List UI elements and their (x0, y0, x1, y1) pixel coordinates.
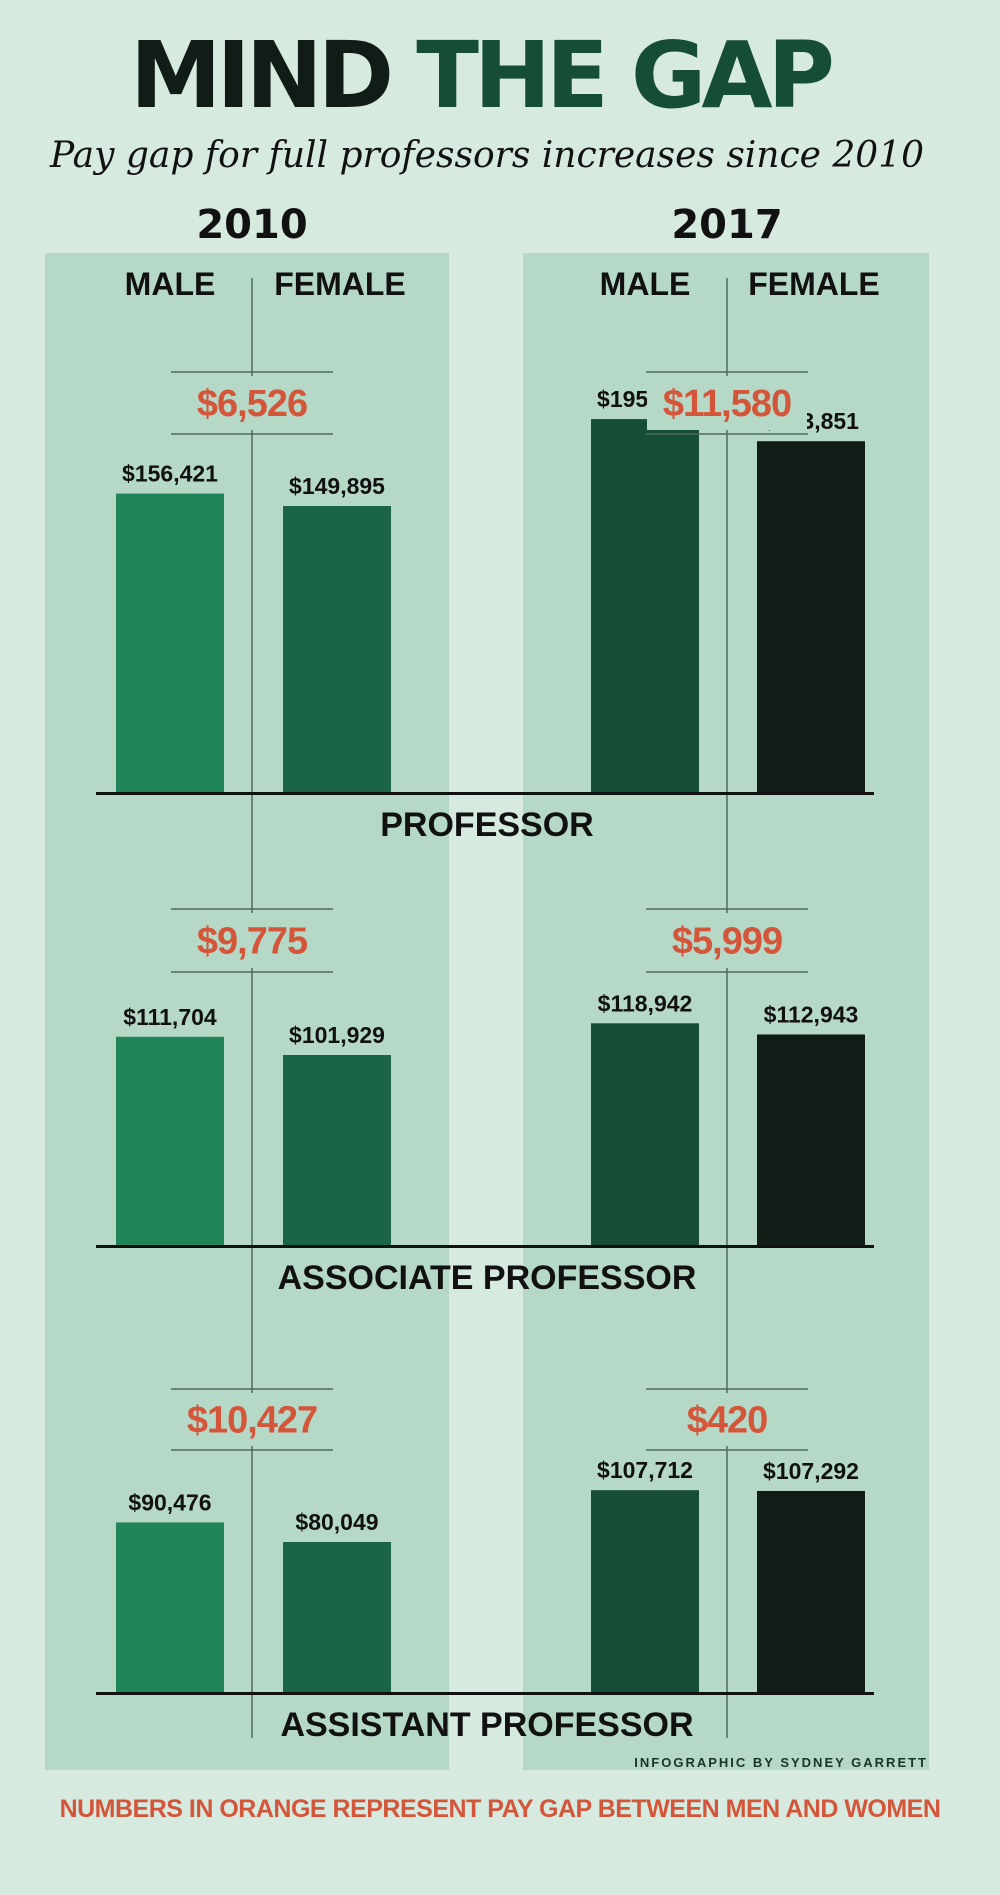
column-header-male: MALE (600, 266, 691, 302)
value-label-male-2010: $111,704 (123, 1004, 217, 1030)
value-label-female-2017: $107,292 (763, 1458, 859, 1484)
value-label-male-2010: $90,476 (128, 1489, 211, 1515)
chart-subtitle: Pay gap for full professors increases si… (50, 135, 925, 176)
gap-backdrop (172, 376, 332, 430)
bar-male-2017 (591, 419, 699, 792)
gap-label-2010: $10,427 (187, 1400, 317, 1442)
category-label: ASSOCIATE PROFESSOR (278, 1259, 697, 1297)
bar-male-2010 (116, 493, 224, 792)
bar-female-2017 (757, 441, 865, 792)
value-label-male-2017: $107,712 (597, 1457, 693, 1483)
value-label-female-2010: $101,929 (289, 1022, 385, 1048)
bar-female-2010 (283, 1055, 391, 1245)
value-label-female-2017: $112,943 (764, 1001, 859, 1027)
gap-label-2017: $5,999 (672, 921, 782, 963)
bar-male-2010 (116, 1522, 224, 1692)
value-label-female-2010: $149,895 (289, 473, 385, 499)
chart-title: MIND THE GAP (0, 30, 960, 122)
panel-2017 (523, 253, 929, 1770)
bar-male-2010 (116, 1036, 224, 1245)
gap-label-2010: $6,526 (197, 383, 307, 425)
year-label-2017: 2017 (671, 202, 782, 248)
column-header-female: FEMALE (748, 266, 880, 302)
gap-label-2010: $9,775 (197, 921, 308, 963)
gap-backdrop (647, 1393, 807, 1446)
gap-backdrop (647, 376, 807, 430)
bar-male-2017 (591, 1023, 699, 1245)
gap-label-2017: $11,580 (663, 383, 791, 425)
bar-female-2017 (757, 1490, 865, 1692)
bar-female-2017 (757, 1034, 865, 1245)
value-label-male-2017: $118,942 (598, 990, 693, 1016)
title-part-3: GAP (630, 22, 835, 129)
gap-backdrop (172, 1393, 332, 1446)
bar-male-2017 (591, 1490, 699, 1692)
value-label-female-2010: $80,049 (295, 1509, 378, 1535)
gap-backdrop (647, 913, 807, 968)
infographic-credit: INFOGRAPHIC BY SYDNEY GARRETT (634, 1755, 928, 1770)
title-part-1: MIND (130, 22, 417, 129)
year-label-2010: 2010 (196, 202, 307, 248)
category-label: PROFESSOR (380, 806, 593, 844)
title-part-2: THE (416, 22, 631, 129)
footnote: NUMBERS IN ORANGE REPRESENT PAY GAP BETW… (59, 1795, 941, 1823)
panel-2010 (45, 253, 449, 1770)
value-label-male-2010: $156,421 (122, 461, 218, 487)
bar-female-2010 (283, 506, 391, 792)
column-header-male: MALE (125, 266, 216, 302)
category-label: ASSISTANT PROFESSOR (280, 1706, 693, 1744)
column-header-female: FEMALE (274, 266, 406, 302)
bar-female-2010 (283, 1542, 391, 1692)
gap-backdrop (172, 913, 332, 968)
gap-label-2017: $420 (687, 1400, 768, 1442)
